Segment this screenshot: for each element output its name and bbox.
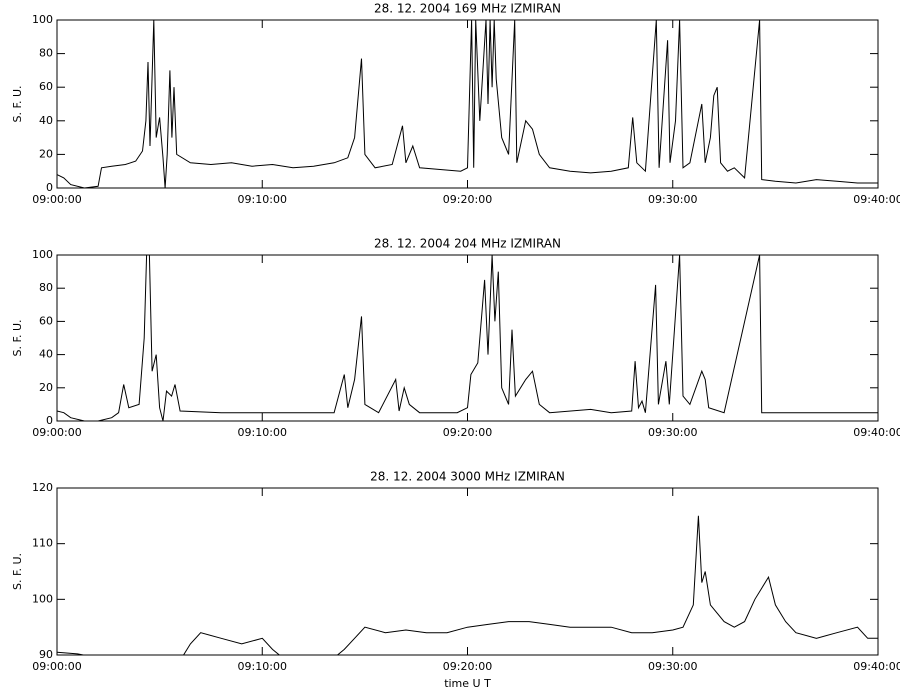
plot-frame bbox=[56, 487, 879, 656]
chart-title: 28. 12. 2004 3000 MHz IZMIRAN bbox=[370, 470, 565, 484]
y-tick-label: 20 bbox=[39, 381, 53, 394]
y-tick-label: 60 bbox=[39, 80, 53, 93]
x-tick-label: 09:30:00 bbox=[648, 426, 697, 439]
x-tick-label: 09:40:00 bbox=[853, 426, 900, 439]
y-axis-label: S. F. U. bbox=[11, 85, 24, 122]
x-tick-label: 09:30:00 bbox=[648, 660, 697, 673]
y-axis-label: S. F. U. bbox=[11, 319, 24, 356]
y-tick-label: 40 bbox=[39, 114, 53, 127]
y-tick-label: 90 bbox=[39, 648, 53, 661]
x-tick-label: 09:10:00 bbox=[238, 660, 287, 673]
x-tick-label: 09:10:00 bbox=[238, 426, 287, 439]
x-tick-label: 09:00:00 bbox=[32, 193, 81, 206]
y-tick-label: 110 bbox=[32, 537, 53, 550]
y-tick-label: 80 bbox=[39, 281, 53, 294]
x-axis-label: time U T bbox=[444, 677, 491, 690]
y-tick-label: 120 bbox=[32, 481, 53, 494]
y-tick-label: 20 bbox=[39, 147, 53, 160]
y-tick-label: 60 bbox=[39, 314, 53, 327]
x-tick-label: 09:20:00 bbox=[443, 426, 492, 439]
y-tick-label: 80 bbox=[39, 47, 53, 60]
chart-title: 28. 12. 2004 169 MHz IZMIRAN bbox=[374, 2, 561, 16]
x-tick-label: 09:20:00 bbox=[443, 660, 492, 673]
y-axis-label: S. F. U. bbox=[11, 553, 24, 590]
y-tick-label: 100 bbox=[32, 592, 53, 605]
x-tick-label: 09:40:00 bbox=[853, 660, 900, 673]
x-tick-label: 09:10:00 bbox=[238, 193, 287, 206]
x-tick-label: 09:00:00 bbox=[32, 660, 81, 673]
y-tick-label: 0 bbox=[46, 181, 53, 194]
plot-frame bbox=[56, 254, 879, 422]
y-tick-label: 40 bbox=[39, 348, 53, 361]
y-tick-label: 100 bbox=[32, 248, 53, 261]
x-tick-label: 09:00:00 bbox=[32, 426, 81, 439]
x-tick-label: 09:20:00 bbox=[443, 193, 492, 206]
data-line bbox=[57, 515, 878, 655]
x-tick-label: 09:40:00 bbox=[853, 193, 900, 206]
data-line bbox=[57, 20, 878, 188]
chart-title: 28. 12. 2004 204 MHz IZMIRAN bbox=[374, 237, 561, 251]
data-line bbox=[57, 255, 878, 421]
y-tick-label: 0 bbox=[46, 414, 53, 427]
x-tick-label: 09:30:00 bbox=[648, 193, 697, 206]
y-tick-label: 100 bbox=[32, 13, 53, 26]
